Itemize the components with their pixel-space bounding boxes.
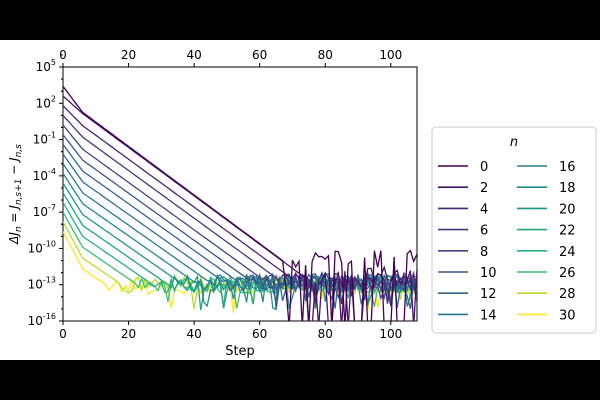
- legend-label-n28: 28: [559, 287, 576, 302]
- legend-label-n30: 30: [559, 308, 576, 323]
- x-top-tick-label: 40: [186, 48, 201, 62]
- y-tick-label: 10-7: [33, 203, 56, 219]
- legend-label-n18: 18: [559, 181, 576, 196]
- y-tick-label: 10-1: [33, 131, 56, 147]
- series-line-n8: [63, 124, 417, 302]
- x-bottom-ticks: 0 20 40 60 80 100: [59, 321, 402, 341]
- legend-label-n20: 20: [559, 202, 576, 217]
- legend-label-n16: 16: [559, 160, 576, 175]
- x-tick-label: 60: [252, 327, 267, 341]
- y-tick-label: 10-10: [28, 239, 56, 255]
- legend-frame: [431, 126, 597, 334]
- y-label-sub-ns1: n,s+1: [14, 179, 24, 206]
- figure: 0 20 40 60 80 100 0 20 40 60 80 100 10-16 10-13 10-1…: [0, 40, 600, 360]
- x-tick-label: 20: [121, 327, 136, 341]
- series-layer: [63, 86, 417, 321]
- legend-label-n6: 6: [480, 224, 488, 239]
- legend-label-n24: 24: [559, 245, 576, 260]
- x-top-tick-label: 100: [379, 48, 402, 62]
- x-axis-label: Step: [225, 344, 255, 359]
- chart: 0 20 40 60 80 100 0 20 40 60 80 100 10-1610-1310-1…: [7, 48, 597, 359]
- y-axis-label: ΔJn = Jn,s+1 − Jn,s: [7, 144, 24, 245]
- y-ticks: 10-16 10-13 10-10 10-7 10-4 10-1 102 105: [28, 54, 63, 328]
- y-tick-label: 10-4: [33, 167, 56, 183]
- y-label-eq: = J: [7, 205, 21, 227]
- legend-label-n22: 22: [559, 224, 576, 239]
- y-label-delta-j: ΔJ: [7, 232, 21, 245]
- series-line-n4: [63, 105, 417, 305]
- legend-label-n26: 26: [559, 266, 576, 281]
- legend-label-n14: 14: [480, 308, 497, 323]
- series-line-n12: [63, 144, 417, 309]
- legend-title: n: [510, 135, 518, 150]
- x-top-tick-label: 80: [318, 48, 333, 62]
- legend-label-n10: 10: [480, 266, 497, 281]
- y-label-sub-n: n: [14, 226, 24, 232]
- legend-label-n12: 12: [480, 287, 497, 302]
- series-line-n0: [63, 86, 417, 321]
- x-tick-label: 0: [59, 327, 67, 341]
- x-tick-label: 80: [318, 327, 333, 341]
- legend-label-n4: 4: [480, 202, 488, 217]
- series-line-n20: [63, 182, 417, 311]
- y-tick-label: 105: [36, 58, 56, 74]
- x-tick-label: 40: [186, 327, 201, 341]
- y-label-minus: − J: [7, 157, 21, 179]
- y-tick-label: 10-13: [28, 276, 56, 292]
- x-tick-label: 100: [379, 327, 402, 341]
- x-top-ticks: 0 20 40 60 80 100: [59, 48, 402, 67]
- x-top-tick-label: 20: [121, 48, 136, 62]
- legend-label-n0: 0: [480, 160, 488, 175]
- y-tick-label: 10-16: [28, 312, 56, 328]
- x-top-tick-label: 60: [252, 48, 267, 62]
- legend-label-n2: 2: [480, 181, 488, 196]
- legend-label-n8: 8: [480, 245, 488, 260]
- y-tick-label: 102: [36, 94, 56, 110]
- y-label-sub-ns: n,s: [14, 144, 24, 158]
